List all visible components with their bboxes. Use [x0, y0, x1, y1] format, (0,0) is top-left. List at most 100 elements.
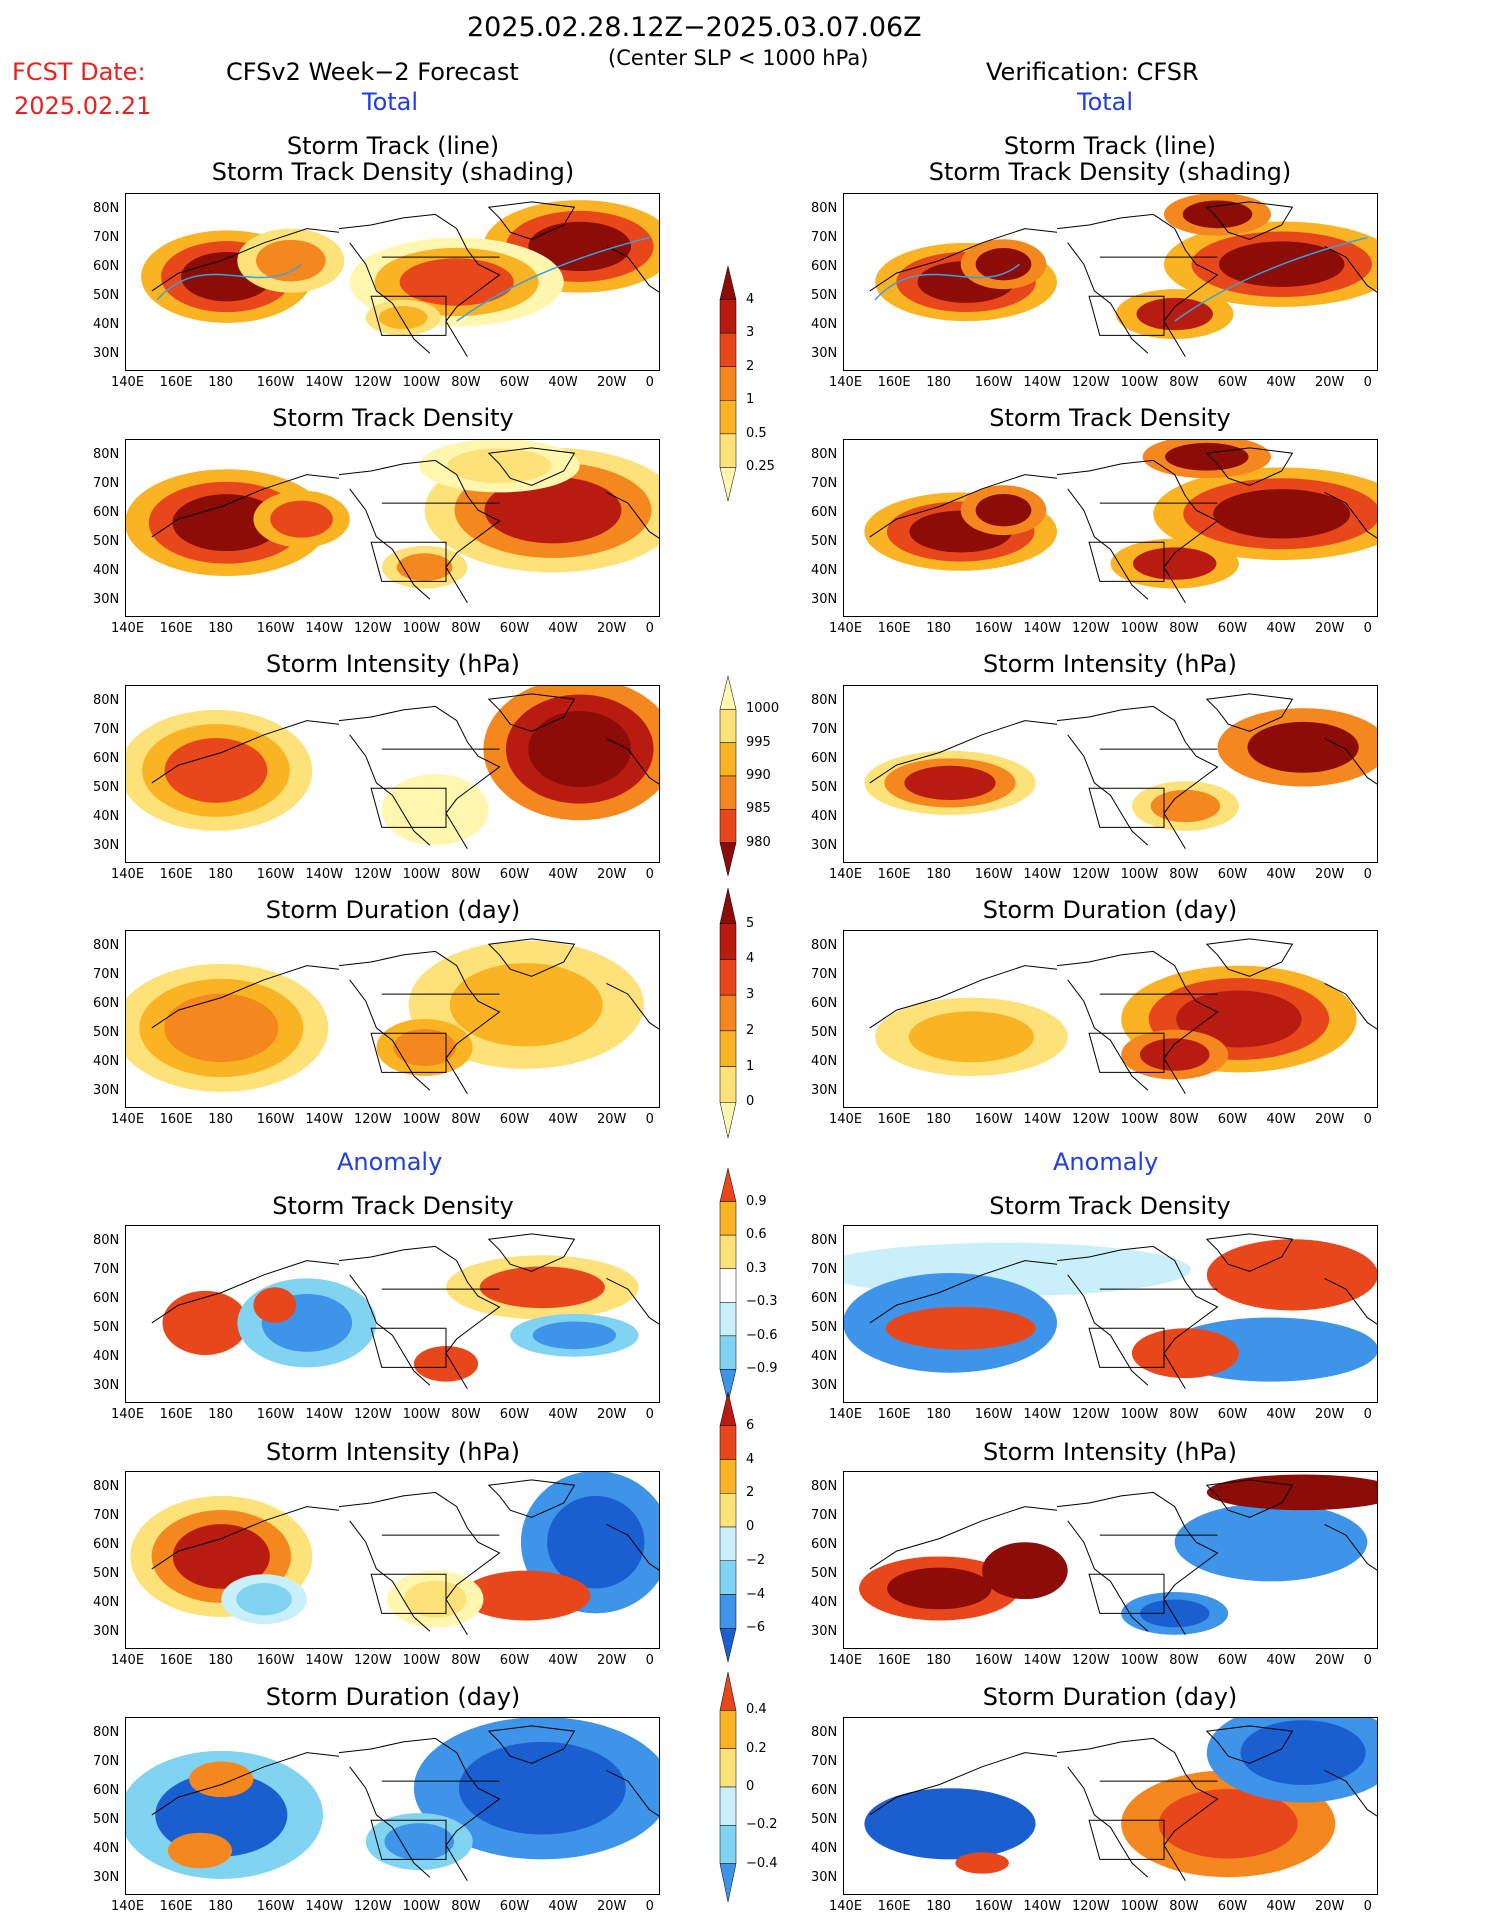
coastline: [869, 228, 1058, 292]
shading-blob: [528, 221, 632, 272]
lat-tick-label: 50N: [811, 534, 838, 549]
lon-tick-label: 140W: [305, 1112, 344, 1127]
coastline: [869, 965, 1058, 1029]
lon-tick-label: 60W: [499, 1112, 530, 1127]
shading-blob: [449, 963, 603, 1047]
lon-tick-label: 160E: [877, 1899, 911, 1914]
colorbar-label: 2: [746, 1022, 755, 1038]
coastline: [1088, 1819, 1165, 1860]
colorbar-anom-intensity: 6 4 2 0 −2 −4 −6: [716, 1392, 806, 1672]
colorbar-label: −2: [746, 1552, 766, 1568]
shading-blob: [384, 1823, 455, 1861]
map-panel-r4-left: [125, 1225, 660, 1403]
lon-tick-label: 80W: [1169, 1653, 1199, 1668]
period-title: 2025.02.28.12Z−2025.03.07.06Z: [467, 12, 922, 43]
lon-tick-label: 0: [1363, 375, 1372, 390]
shading-blob: [1165, 442, 1249, 471]
lon-tick-label: 140E: [829, 1653, 863, 1668]
shading-blob: [393, 1028, 456, 1066]
lon-tick-label: 100W: [402, 1407, 441, 1422]
lon-tick-label: 180: [208, 867, 234, 882]
lon-tick-label: 140W: [305, 621, 344, 636]
coastline: [370, 295, 447, 336]
lat-tick-label: 80N: [811, 1233, 838, 1248]
lon-tick-label: 160W: [974, 1653, 1013, 1668]
lat-tick-label: 60N: [811, 505, 838, 520]
coastline: [1088, 787, 1165, 828]
map-plot: [843, 1225, 1378, 1403]
lon-tick-label: 20W: [1315, 621, 1345, 636]
shading-blob: [1139, 1599, 1210, 1628]
colorbar-swatch: [719, 1201, 737, 1236]
lon-tick-label: 140E: [829, 621, 863, 636]
colorbar-label: −0.3: [746, 1294, 778, 1310]
lon-tick-label: 180: [926, 375, 952, 390]
colorbar-label: 0.9: [746, 1193, 767, 1209]
lon-tick-label: 60W: [1217, 1112, 1248, 1127]
lat-tick-label: 40N: [811, 317, 838, 332]
lat-tick-label: 30N: [93, 592, 120, 607]
coastline: [606, 737, 660, 786]
lat-tick-label: 60N: [811, 1291, 838, 1306]
lon-tick-label: 160W: [256, 375, 295, 390]
shading-blob: [189, 1761, 254, 1798]
panel-title-duration-left: Storm Duration (day): [265, 896, 521, 924]
coastline: [370, 541, 447, 582]
shading-blob: [479, 1266, 605, 1309]
lat-tick-label: 60N: [93, 1291, 120, 1306]
coastline: [349, 1274, 431, 1386]
shading-blob: [1131, 1328, 1239, 1379]
lon-tick-label: 180: [208, 1899, 234, 1914]
lon-tick-label: 180: [926, 1407, 952, 1422]
coastline: [151, 965, 340, 1029]
lon-tick-label: 20W: [1315, 867, 1345, 882]
lat-tick-label: 40N: [811, 1841, 838, 1856]
colorbar-swatch: [719, 1335, 737, 1370]
lon-tick-label: 140E: [829, 1899, 863, 1914]
lon-tick-label: 0: [645, 375, 654, 390]
lon-tick-label: 80W: [451, 867, 481, 882]
lon-tick-label: 20W: [1315, 1899, 1345, 1914]
lon-tick-label: 0: [645, 1407, 654, 1422]
lon-tick-label: 120W: [1072, 867, 1110, 882]
panel-title-anom-intensity-left: Storm Intensity (hPa): [266, 1438, 520, 1466]
lon-tick-label: 80W: [1169, 1899, 1199, 1914]
lon-tick-label: 20W: [1315, 1407, 1345, 1422]
lon-tick-label: 180: [208, 1407, 234, 1422]
lon-tick-label: 60W: [1217, 1653, 1248, 1668]
lon-tick-label: 0: [1363, 1653, 1372, 1668]
lat-tick-label: 50N: [93, 1320, 120, 1335]
colorbar-label: 5: [746, 915, 755, 931]
colorbar-label: 0.4: [746, 1702, 767, 1718]
lat-tick-label: 30N: [93, 1624, 120, 1639]
lon-tick-label: 160W: [256, 1112, 295, 1127]
lat-tick-label: 40N: [811, 1595, 838, 1610]
lat-tick-label: 30N: [93, 1378, 120, 1393]
lon-tick-label: 20W: [597, 1112, 627, 1127]
colorbar-swatch: [719, 1066, 737, 1103]
colorbar-swatch: [719, 1786, 737, 1826]
lon-tick-label: 160W: [256, 1899, 295, 1914]
lat-tick-label: 70N: [93, 1508, 120, 1523]
coastline: [1324, 245, 1378, 294]
lon-tick-label: 140W: [1023, 1653, 1062, 1668]
slp-subtitle: (Center SLP < 1000 hPa): [608, 46, 869, 70]
shading-blob: [164, 993, 279, 1063]
colorbar-swatch: [719, 1526, 737, 1561]
colorbar-swatch: [719, 1863, 737, 1902]
lat-tick-label: 80N: [93, 693, 120, 708]
shading-blob: [172, 1524, 270, 1589]
colorbar-label: 0: [746, 1519, 755, 1534]
lon-tick-label: 160W: [974, 1899, 1013, 1914]
shading-blob: [270, 500, 333, 538]
lon-tick-label: 20W: [597, 1407, 627, 1422]
lon-tick-label: 160W: [974, 867, 1013, 882]
lon-tick-label: 160E: [877, 1407, 911, 1422]
lon-tick-label: 160E: [159, 1112, 193, 1127]
colorbar-swatch: [719, 1459, 737, 1494]
lon-tick-label: 160E: [159, 1407, 193, 1422]
lon-tick-label: 140W: [1023, 1899, 1062, 1914]
lat-tick-label: 30N: [811, 1378, 838, 1393]
lat-tick-label: 50N: [93, 1566, 120, 1581]
colorbar-swatch: [719, 366, 737, 401]
